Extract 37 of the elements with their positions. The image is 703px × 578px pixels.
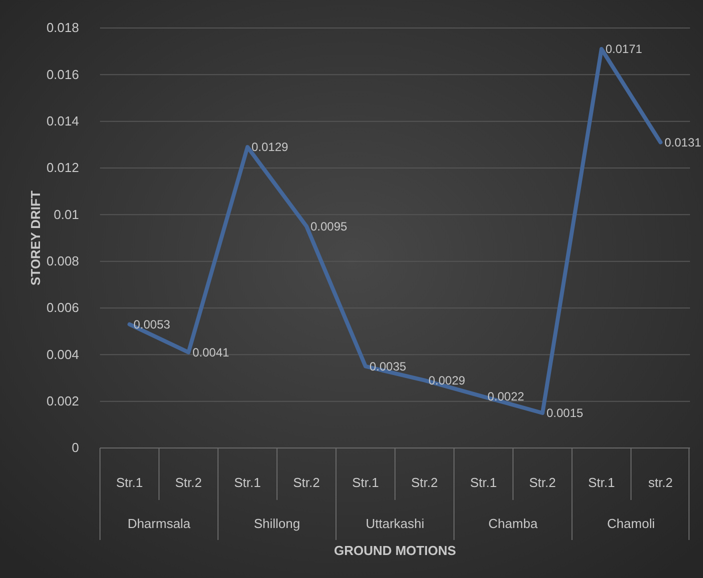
x-tick-label: Str.1	[352, 475, 379, 490]
y-tick-label: 0.008	[46, 253, 79, 268]
text: Dharmsala	[128, 516, 192, 531]
y-tick-label: 0.016	[46, 66, 79, 82]
data-label: 0.0041	[192, 345, 230, 360]
y-tick-label: 0.012	[46, 160, 79, 176]
data-label: 0.0171	[606, 42, 643, 56]
x-tick-label: Str.2	[529, 475, 556, 490]
data-label: 0.0131	[664, 135, 702, 150]
x-tick-label: str.2	[648, 475, 673, 490]
x-tick-label: Str.1	[588, 475, 615, 490]
text: Shillong	[254, 516, 300, 531]
text: Chamoli	[607, 516, 655, 531]
y-tick-label: 0.002	[46, 393, 79, 408]
x-tick-label: Str.2	[175, 475, 202, 490]
x-tick-label: Str.1	[470, 475, 497, 490]
data-label: 0.0015	[546, 406, 584, 420]
data-label: 0.0053	[134, 317, 171, 332]
data-label: 0.0095	[310, 219, 348, 234]
text: Chamba	[488, 516, 538, 531]
text: Uttarkashi	[366, 516, 424, 531]
y-tick-label: 0.01	[54, 206, 79, 222]
data-label: 0.0129	[252, 140, 289, 154]
y-tick-label: 0.014	[46, 113, 79, 128]
x-tick-label: Str.1	[234, 475, 261, 490]
data-label: 0.0035	[370, 359, 407, 374]
y-tick-label: 0	[72, 440, 79, 456]
x-tick-label: Str.1	[116, 475, 143, 490]
x-axis-title: GROUND MOTIONS	[334, 543, 456, 558]
y-tick-label: 0.006	[46, 300, 79, 316]
data-label: 0.0029	[428, 373, 466, 388]
data-label: 0.0022	[488, 390, 525, 404]
y-tick-label: 0.018	[46, 20, 79, 36]
x-tick-label: Str.2	[293, 475, 320, 490]
y-axis-title: STOREY DRIFT	[28, 190, 43, 286]
x-tick-label: Str.2	[411, 475, 438, 490]
y-tick-label: 0.004	[46, 346, 79, 362]
